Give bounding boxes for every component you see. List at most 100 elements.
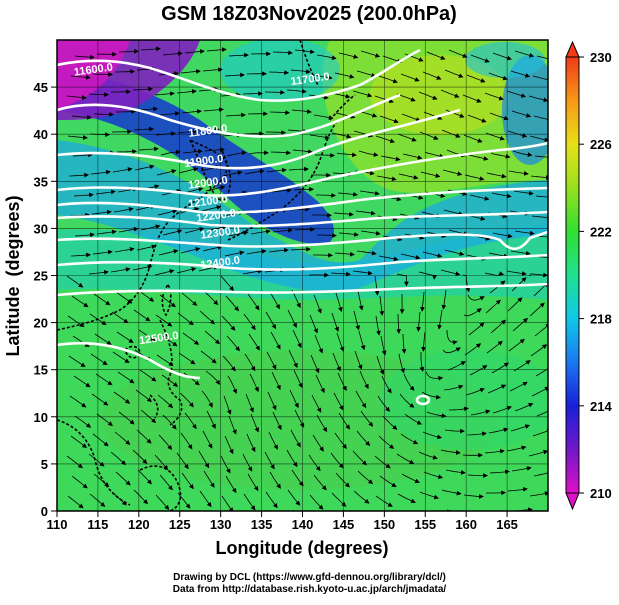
streamline [95, 373, 113, 386]
streamline [335, 472, 350, 488]
streamline [511, 110, 532, 118]
streamline [360, 410, 374, 427]
streamline [535, 365, 548, 377]
streamline [115, 471, 131, 486]
streamline [205, 370, 221, 386]
streamline [90, 353, 108, 366]
streamline [66, 275, 84, 288]
contour-label: 11900.0 [184, 153, 224, 170]
streamline [312, 434, 324, 452]
streamline [512, 150, 533, 157]
streamline [354, 350, 363, 370]
streamline [264, 451, 275, 470]
y-tick-label: 15 [34, 363, 48, 378]
streamline [70, 252, 91, 258]
streamline [492, 232, 513, 239]
streamline [331, 132, 352, 139]
streamline [356, 430, 371, 446]
streamline [272, 50, 293, 56]
contour-label: 12300.0 [200, 224, 241, 241]
streamline [441, 489, 462, 496]
streamline [536, 410, 548, 417]
streamline [513, 360, 531, 372]
streamline [335, 292, 343, 313]
streamline [449, 406, 469, 412]
streamline [467, 473, 488, 479]
streamline [202, 430, 213, 449]
streamline [244, 353, 256, 372]
streamline [158, 434, 173, 451]
streamline [396, 453, 415, 464]
streamline [184, 49, 205, 54]
streamline [487, 384, 507, 394]
streamline [468, 322, 485, 336]
streamline [445, 469, 466, 475]
streamline [444, 428, 465, 434]
streamline [445, 109, 465, 118]
streamline [154, 269, 175, 276]
streamline [158, 249, 179, 256]
streamline [514, 403, 534, 412]
streamline [140, 224, 161, 231]
streamline [162, 229, 183, 236]
streamline [73, 516, 88, 528]
streamline [529, 135, 548, 143]
streamline [315, 152, 335, 158]
streamline [309, 494, 324, 510]
colorbar-tick-label: 214 [590, 399, 612, 414]
lat-lon-grid [57, 40, 548, 511]
streamline [265, 491, 278, 509]
streamline [266, 130, 286, 135]
streamline [206, 47, 227, 53]
streamline [245, 393, 254, 413]
streamline [67, 315, 85, 328]
streamline [484, 271, 505, 277]
x-tick-label: 145 [333, 517, 355, 532]
streamline [352, 270, 373, 276]
streamline [288, 166, 309, 172]
streamline [528, 272, 548, 278]
streamline [355, 210, 376, 216]
streamline [416, 311, 421, 332]
streamline [92, 249, 113, 255]
streamline [118, 226, 139, 233]
streamline [157, 209, 178, 216]
streamline [112, 167, 133, 173]
streamline [71, 114, 92, 120]
y-tick-label: 5 [41, 457, 48, 472]
streamline [422, 431, 443, 440]
streamline [514, 230, 535, 236]
streamline [488, 427, 509, 434]
streamline [242, 268, 263, 275]
streamline [464, 174, 485, 181]
x-tick-label: 125 [169, 517, 191, 532]
streamline [272, 228, 293, 233]
streamline [336, 152, 357, 158]
streamline [490, 152, 511, 159]
streamline [315, 374, 325, 394]
streamline [73, 375, 91, 388]
streamline [315, 515, 329, 528]
streamline [269, 110, 290, 115]
streamline [337, 191, 358, 197]
streamline [137, 469, 152, 485]
credit-drawing: Drawing by DCL (https://www.gfd-dennou.o… [173, 572, 446, 583]
streamline [136, 429, 152, 444]
y-tick-label: 25 [34, 269, 48, 284]
streamline [67, 135, 88, 140]
streamline [418, 451, 438, 460]
streamline [228, 52, 249, 58]
streamline [88, 269, 109, 275]
streamline [290, 69, 311, 74]
streamline [180, 69, 201, 74]
streamline [290, 246, 311, 252]
wind-streamlines [66, 46, 548, 528]
streamline [423, 471, 444, 480]
streamline [330, 452, 344, 469]
streamline [243, 313, 256, 331]
y-tick-label: 45 [34, 80, 48, 95]
streamline [244, 169, 265, 175]
streamline [441, 129, 461, 138]
streamline [114, 431, 131, 445]
x-tick-label: 120 [128, 517, 150, 532]
